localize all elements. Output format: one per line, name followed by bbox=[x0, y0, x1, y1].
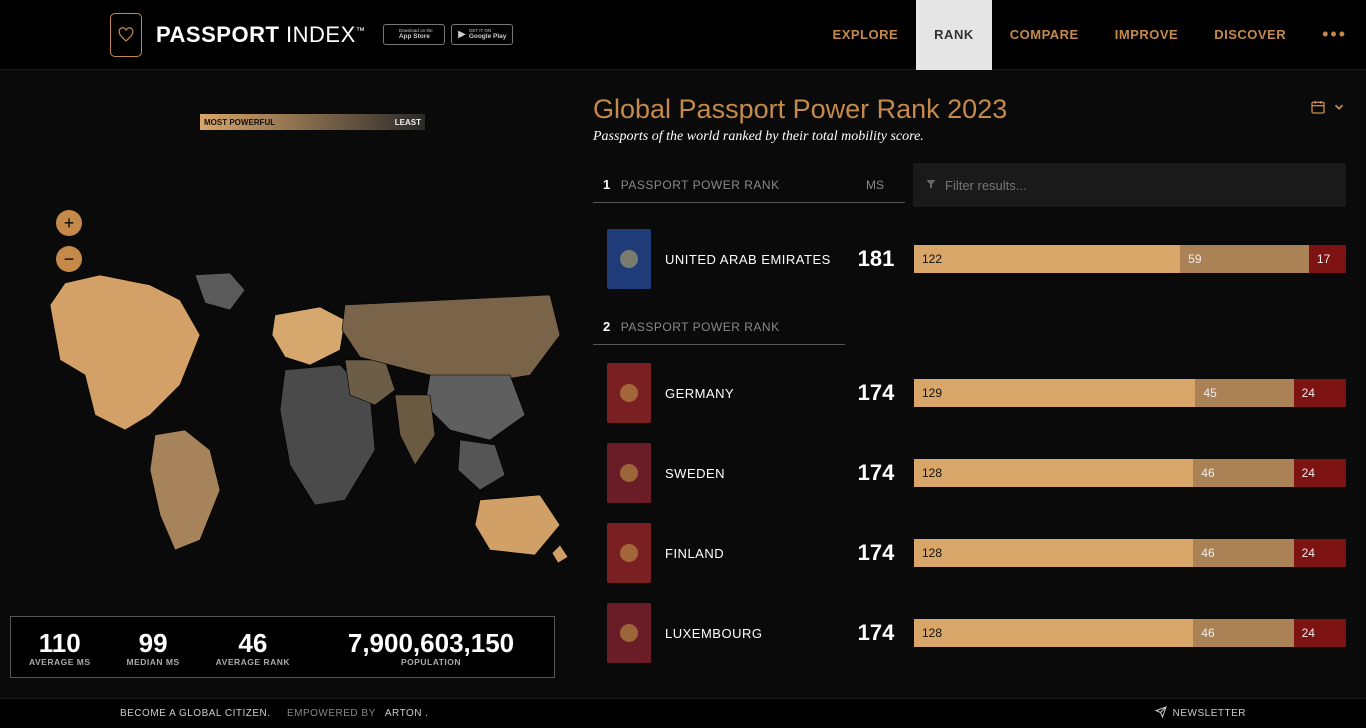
country-name: SWEDEN bbox=[651, 466, 846, 481]
passport-thumb bbox=[607, 443, 651, 503]
ms-col-head: MS bbox=[845, 167, 905, 203]
filter-icon bbox=[925, 178, 937, 193]
footer-arton[interactable]: ARTON bbox=[385, 708, 422, 719]
nav-compare[interactable]: COMPARE bbox=[992, 0, 1097, 70]
passport-thumb bbox=[607, 363, 651, 423]
page-title: Global Passport Power Rank 2023 bbox=[593, 94, 1007, 125]
ms-value: 174 bbox=[846, 380, 906, 406]
logo[interactable]: PASSPORT INDEX™ bbox=[110, 13, 365, 57]
bar-visa-free: 128 bbox=[914, 539, 1193, 567]
bar-visa-on-arrival: 46 bbox=[1193, 539, 1293, 567]
main-nav: EXPLORE RANK COMPARE IMPROVE DISCOVER ••… bbox=[815, 0, 1365, 70]
footer-newsletter[interactable]: NEWSLETTER bbox=[1155, 706, 1246, 721]
chevron-down-icon bbox=[1332, 100, 1346, 119]
mobility-bar: 1284624 bbox=[914, 539, 1346, 567]
logo-icon bbox=[110, 13, 142, 57]
bar-visa-on-arrival: 46 bbox=[1193, 459, 1293, 487]
google-play-badge[interactable]: ▶ GET IT ON Google Play bbox=[451, 24, 513, 45]
bar-visa-required: 24 bbox=[1294, 619, 1346, 647]
bar-visa-free: 122 bbox=[914, 245, 1180, 273]
stats-box: 110 AVERAGE MS 99 MEDIAN MS 46 AVERAGE R… bbox=[10, 616, 555, 678]
nav-discover[interactable]: DISCOVER bbox=[1196, 0, 1304, 70]
zoom-in-button[interactable]: + bbox=[56, 210, 82, 236]
columns-header: 1PASSPORT POWER RANK MS bbox=[593, 167, 1346, 203]
mobility-bar: 1284624 bbox=[914, 459, 1346, 487]
country-row[interactable]: GERMANY174 1294524 bbox=[593, 361, 1346, 425]
bar-visa-required: 17 bbox=[1309, 245, 1346, 273]
legend-least: LEAST bbox=[395, 118, 421, 127]
zoom-controls: + − bbox=[56, 210, 82, 272]
legend-most: MOST POWERFUL bbox=[204, 118, 275, 127]
passport-thumb bbox=[607, 229, 651, 289]
nav-explore[interactable]: EXPLORE bbox=[815, 0, 917, 70]
country-row[interactable]: FINLAND174 1284624 bbox=[593, 521, 1346, 585]
country-row[interactable]: LUXEMBOURG174 1284624 bbox=[593, 601, 1346, 665]
subtitle: Passports of the world ranked by their t… bbox=[593, 129, 1346, 145]
country-row[interactable]: UNITED ARAB EMIRATES181 1225917 bbox=[593, 227, 1346, 291]
bar-visa-required: 24 bbox=[1294, 459, 1346, 487]
mobility-bar: 1294524 bbox=[914, 379, 1346, 407]
brand-text: PASSPORT INDEX™ bbox=[156, 22, 365, 48]
nav-more[interactable]: ••• bbox=[1304, 0, 1365, 70]
filter-wrap[interactable] bbox=[913, 163, 1346, 207]
bar-visa-on-arrival: 45 bbox=[1195, 379, 1293, 407]
bar-visa-on-arrival: 46 bbox=[1193, 619, 1293, 647]
ms-value: 181 bbox=[846, 246, 906, 272]
country-row[interactable]: SWEDEN174 1284624 bbox=[593, 441, 1346, 505]
bar-visa-required: 24 bbox=[1294, 539, 1346, 567]
bar-visa-on-arrival: 59 bbox=[1180, 245, 1309, 273]
ms-value: 174 bbox=[846, 460, 906, 486]
rank-list: UNITED ARAB EMIRATES181 1225917 2PASSPORT … bbox=[593, 227, 1346, 665]
store-badges: Download on the App Store ▶ GET IT ON Go… bbox=[383, 24, 513, 45]
country-name: UNITED ARAB EMIRATES bbox=[651, 252, 846, 267]
header: PASSPORT INDEX™ Download on the App Stor… bbox=[0, 0, 1366, 70]
footer: BECOME A GLOBAL CITIZEN. EMPOWERED BY AR… bbox=[0, 698, 1366, 728]
map-legend: MOST POWERFUL LEAST bbox=[200, 114, 425, 130]
filter-input[interactable] bbox=[945, 178, 1334, 193]
title-controls[interactable] bbox=[1310, 99, 1346, 120]
passport-thumb bbox=[607, 603, 651, 663]
ms-value: 174 bbox=[846, 620, 906, 646]
rank-panel: Global Passport Power Rank 2023 Passport… bbox=[593, 70, 1366, 698]
rank-group-header: 2PASSPORT POWER RANK bbox=[593, 309, 845, 345]
ms-value: 174 bbox=[846, 540, 906, 566]
paper-plane-icon bbox=[1155, 706, 1167, 721]
app-store-badge[interactable]: Download on the App Store bbox=[383, 24, 445, 45]
main: MOST POWERFUL LEAST + − bbox=[0, 70, 1366, 698]
heart-icon bbox=[117, 26, 135, 44]
mobility-bar: 1284624 bbox=[914, 619, 1346, 647]
nav-improve[interactable]: IMPROVE bbox=[1097, 0, 1196, 70]
calendar-icon bbox=[1310, 99, 1326, 120]
nav-rank[interactable]: RANK bbox=[916, 0, 992, 70]
rank-col-head: 1PASSPORT POWER RANK bbox=[593, 167, 845, 203]
country-name: FINLAND bbox=[651, 546, 846, 561]
bar-visa-free: 128 bbox=[914, 619, 1193, 647]
country-name: LUXEMBOURG bbox=[651, 626, 846, 641]
stat-median-ms: 99 MEDIAN MS bbox=[109, 628, 198, 667]
bar-visa-required: 24 bbox=[1294, 379, 1346, 407]
map-panel: MOST POWERFUL LEAST + − bbox=[0, 70, 593, 698]
play-icon: ▶ bbox=[458, 30, 466, 40]
footer-citizen[interactable]: BECOME A GLOBAL CITIZEN. bbox=[120, 708, 271, 719]
stat-population: 7,900,603,150 POPULATION bbox=[308, 628, 554, 667]
mobility-bar: 1225917 bbox=[914, 245, 1346, 273]
bar-visa-free: 129 bbox=[914, 379, 1195, 407]
stat-avg-rank: 46 AVERAGE RANK bbox=[198, 628, 308, 667]
country-name: GERMANY bbox=[651, 386, 846, 401]
bar-visa-free: 128 bbox=[914, 459, 1193, 487]
passport-thumb bbox=[607, 523, 651, 583]
footer-empowered: EMPOWERED BY bbox=[287, 708, 376, 719]
stat-avg-ms: 110 AVERAGE MS bbox=[11, 628, 109, 667]
world-map[interactable] bbox=[30, 265, 570, 565]
